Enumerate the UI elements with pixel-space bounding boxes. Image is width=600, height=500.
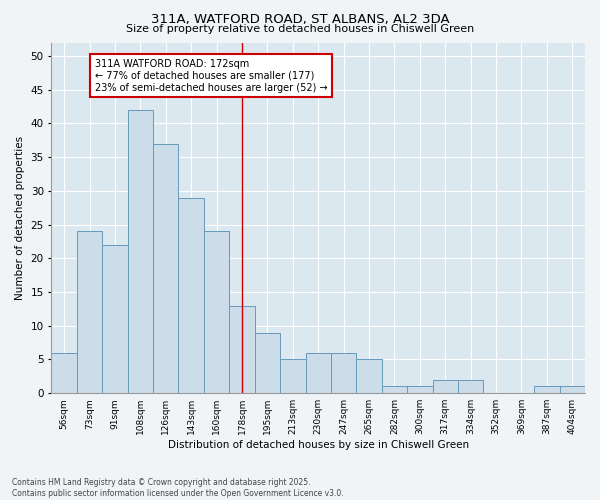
Bar bbox=[280, 360, 305, 393]
Text: 311A WATFORD ROAD: 172sqm
← 77% of detached houses are smaller (177)
23% of semi: 311A WATFORD ROAD: 172sqm ← 77% of detac… bbox=[95, 60, 327, 92]
Bar bbox=[407, 386, 433, 393]
Bar bbox=[534, 386, 560, 393]
Bar bbox=[77, 232, 102, 393]
Bar bbox=[356, 360, 382, 393]
Text: Contains HM Land Registry data © Crown copyright and database right 2025.
Contai: Contains HM Land Registry data © Crown c… bbox=[12, 478, 344, 498]
Bar bbox=[204, 232, 229, 393]
Bar bbox=[102, 245, 128, 393]
Bar bbox=[382, 386, 407, 393]
Bar bbox=[331, 352, 356, 393]
Y-axis label: Number of detached properties: Number of detached properties bbox=[15, 136, 25, 300]
Bar bbox=[128, 110, 153, 393]
Text: Size of property relative to detached houses in Chiswell Green: Size of property relative to detached ho… bbox=[126, 24, 474, 34]
Bar bbox=[229, 306, 255, 393]
X-axis label: Distribution of detached houses by size in Chiswell Green: Distribution of detached houses by size … bbox=[167, 440, 469, 450]
Bar bbox=[178, 198, 204, 393]
Bar bbox=[52, 352, 77, 393]
Bar bbox=[255, 332, 280, 393]
Text: 311A, WATFORD ROAD, ST ALBANS, AL2 3DA: 311A, WATFORD ROAD, ST ALBANS, AL2 3DA bbox=[151, 12, 449, 26]
Bar bbox=[458, 380, 484, 393]
Bar bbox=[305, 352, 331, 393]
Bar bbox=[433, 380, 458, 393]
Bar bbox=[560, 386, 585, 393]
Bar bbox=[153, 144, 178, 393]
